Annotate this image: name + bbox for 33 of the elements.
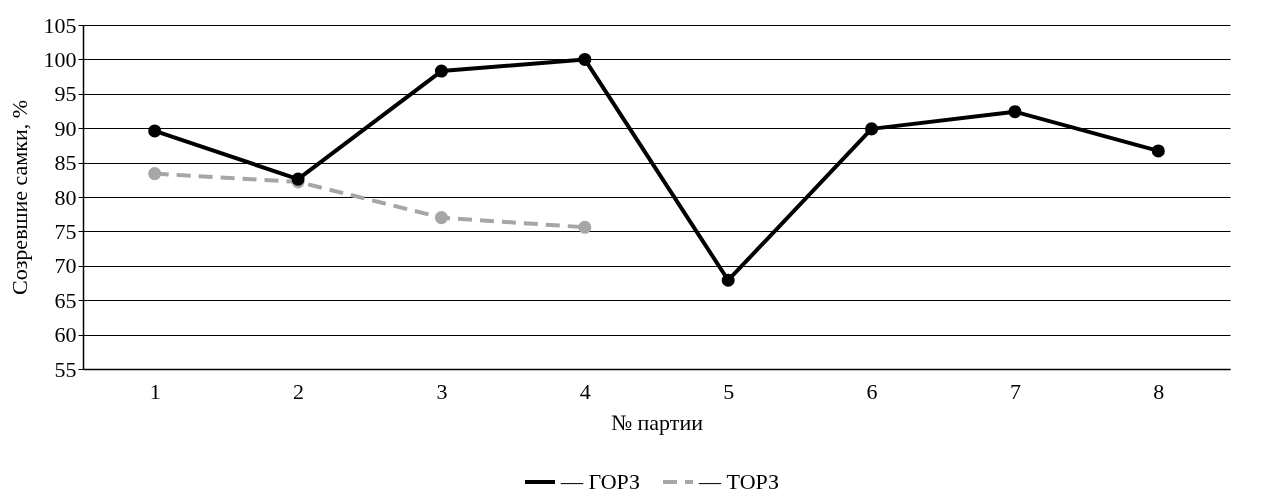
y-tick-label: 65 (54, 287, 77, 313)
point (434, 211, 448, 225)
point (434, 64, 448, 78)
point (578, 220, 592, 234)
point (148, 124, 162, 138)
legend-label: — ГОРЗ (560, 469, 641, 494)
point (1008, 105, 1022, 119)
x-tick-label: 4 (579, 378, 591, 404)
point (578, 52, 592, 66)
y-tick-label: 90 (54, 115, 77, 141)
y-tick-label: 60 (54, 322, 77, 348)
x-tick-label: 3 (436, 378, 448, 404)
y-tick-label: 105 (43, 12, 77, 38)
y-tick-label: 85 (54, 150, 77, 176)
x-tick-label: 7 (1009, 378, 1021, 404)
point (721, 273, 735, 287)
y-tick-label: 70 (54, 253, 77, 279)
x-tick-label: 1 (149, 378, 161, 404)
point (1151, 144, 1165, 158)
point (865, 122, 879, 136)
x-axis-title: № партии (611, 409, 704, 435)
x-tick-label: 2 (293, 378, 305, 404)
y-tick-label: 95 (54, 81, 77, 107)
y-tick-label: 55 (54, 356, 77, 382)
x-tick-label: 5 (723, 378, 735, 404)
y-axis-title: Созревшие самки, % (6, 99, 32, 296)
x-tick-label: 6 (866, 378, 878, 404)
x-tick-label: 8 (1153, 378, 1165, 404)
point (148, 167, 162, 181)
y-tick-label: 100 (43, 46, 77, 72)
y-tick-label: 80 (54, 184, 77, 210)
y-tick-label: 75 (54, 218, 77, 244)
legend-label: — ТОРЗ (698, 469, 780, 494)
